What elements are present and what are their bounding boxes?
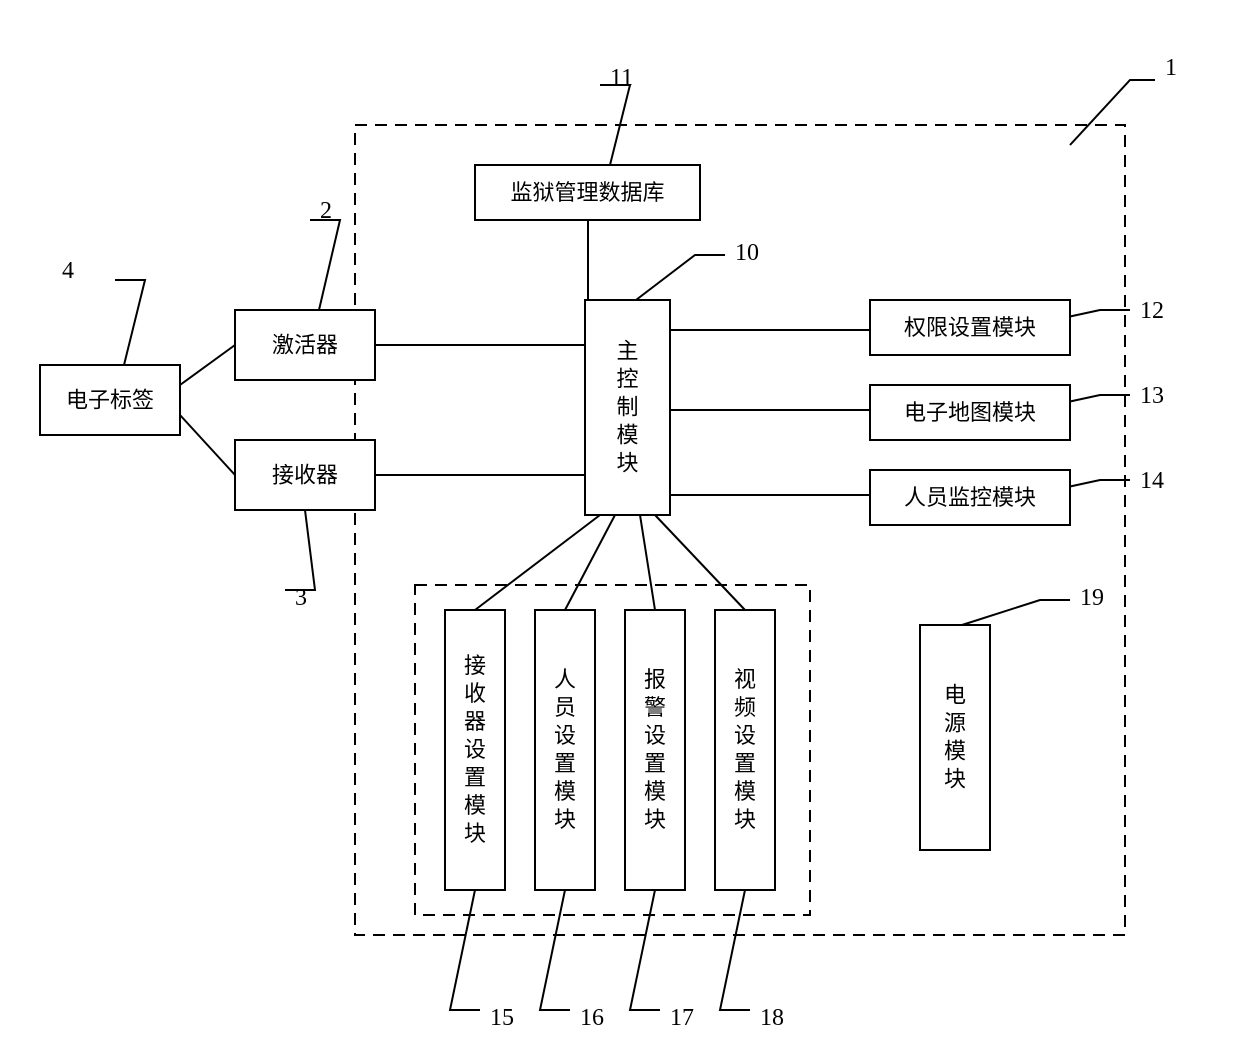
callout-19: 19: [1080, 585, 1104, 611]
receiver-leader: [285, 510, 315, 590]
recv_set-leader: [450, 890, 480, 1010]
block-diagram: 电子标签 激活器接收器 监狱管理数据库主控制模块 权限设置模块电子地图模块人员监控模块…: [0, 0, 1240, 1046]
receiver-label: 接收器: [272, 463, 338, 488]
callout-2: 2: [320, 198, 332, 224]
callout-12: 12: [1140, 298, 1164, 324]
emap_module-leader: [1070, 395, 1130, 402]
callout-17: 17: [670, 1005, 694, 1031]
main_ctrl-label: 主控制模块: [616, 339, 638, 476]
video_set-leader: [720, 890, 750, 1010]
recv_set-label: 接收器设置模块: [464, 653, 486, 846]
power_module-leader: [962, 600, 1070, 625]
electronic_tag-leader: [115, 280, 145, 365]
callout-18: 18: [760, 1005, 784, 1031]
callout-4: 4: [62, 258, 74, 284]
callout-16: 16: [580, 1005, 604, 1031]
perm_module-leader: [1070, 310, 1130, 317]
connector: [475, 515, 600, 610]
person_set-leader: [540, 890, 570, 1010]
callout-3: 3: [295, 585, 307, 611]
connector: [640, 515, 655, 610]
callout-11: 11: [610, 65, 633, 91]
outer-dashed-leader: [1070, 80, 1155, 145]
connector: [180, 345, 235, 385]
main_ctrl-leader: [636, 255, 725, 300]
connector: [655, 515, 745, 610]
callout-13: 13: [1140, 383, 1164, 409]
electronic_tag-label: 电子标签: [66, 388, 154, 413]
emap_module-label: 电子地图模块: [904, 400, 1036, 425]
callout-1: 1: [1165, 55, 1177, 81]
person_mon-leader: [1070, 480, 1130, 487]
callout-14: 14: [1140, 468, 1164, 494]
person_mon-label: 人员监控模块: [904, 485, 1036, 510]
activator-leader: [310, 220, 340, 310]
callout-10: 10: [735, 240, 759, 266]
alarm_set-leader: [630, 890, 660, 1010]
connector: [180, 415, 235, 475]
perm_module-label: 权限设置模块: [904, 315, 1036, 340]
activator-label: 激活器: [272, 333, 338, 358]
callout-15: 15: [490, 1005, 514, 1031]
connector: [565, 515, 615, 610]
prison_db-label: 监狱管理数据库: [510, 180, 664, 205]
